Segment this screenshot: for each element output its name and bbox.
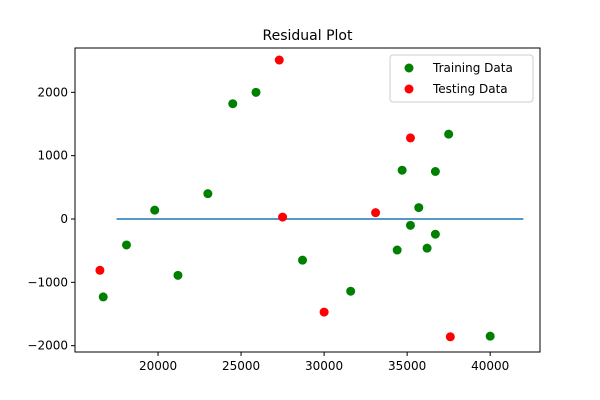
- training-data-point-15: [430, 229, 440, 239]
- plot-area: 20000 25000 30000 35000 40000 −2000 −1000 0 1000…: [27, 47, 541, 373]
- training-data-point-10: [392, 245, 402, 255]
- legend-label: Testing Data: [432, 82, 508, 96]
- legend-marker: [404, 63, 414, 73]
- legend-label: Training Data: [432, 61, 513, 75]
- y-tick-label: 1000: [37, 149, 68, 163]
- testing-data-point-7: [445, 332, 455, 342]
- training-data-point-9: [346, 286, 356, 296]
- training-data-point-7: [251, 87, 261, 97]
- training-data-point-3: [150, 205, 160, 215]
- y-tick-label: 0: [60, 212, 68, 226]
- testing-data-point-4: [319, 307, 329, 317]
- training-data-point-2: [121, 240, 131, 250]
- training-data-point-6: [228, 99, 238, 109]
- y-tick-label: −2000: [27, 339, 68, 353]
- x-tick-label: 30000: [305, 359, 343, 373]
- training-data-point-11: [397, 165, 407, 175]
- testing-data-point-3: [278, 212, 288, 222]
- legend: Training Data Testing Data: [389, 54, 534, 103]
- legend-box: [389, 54, 534, 103]
- testing-data-point-5: [371, 208, 381, 218]
- training-data-point-17: [444, 129, 454, 139]
- chart-title: Residual Plot: [263, 28, 353, 44]
- axes-frame: [74, 47, 541, 353]
- training-data-point-12: [405, 220, 415, 230]
- training-data-point-4: [173, 270, 183, 280]
- training-data-point-16: [430, 167, 440, 176]
- training-data-point-5: [203, 189, 213, 199]
- x-tick-label: 25000: [222, 359, 260, 373]
- x-tick-label: 35000: [388, 359, 426, 373]
- testing-data-point-6: [405, 133, 415, 143]
- training-data-point-14: [422, 243, 432, 253]
- y-tick-label: 2000: [37, 85, 68, 99]
- legend-marker: [404, 84, 414, 94]
- testing-data-point-2: [274, 55, 284, 65]
- training-data-point-18: [485, 331, 495, 341]
- training-data-point-1: [98, 292, 108, 302]
- training-data-point-8: [298, 255, 308, 265]
- training-data-point-13: [414, 203, 424, 213]
- x-tick-label: 40000: [471, 359, 509, 373]
- y-tick-label: −1000: [27, 275, 68, 289]
- x-tick-label: 20000: [139, 359, 177, 373]
- testing-data-point-1: [95, 265, 105, 275]
